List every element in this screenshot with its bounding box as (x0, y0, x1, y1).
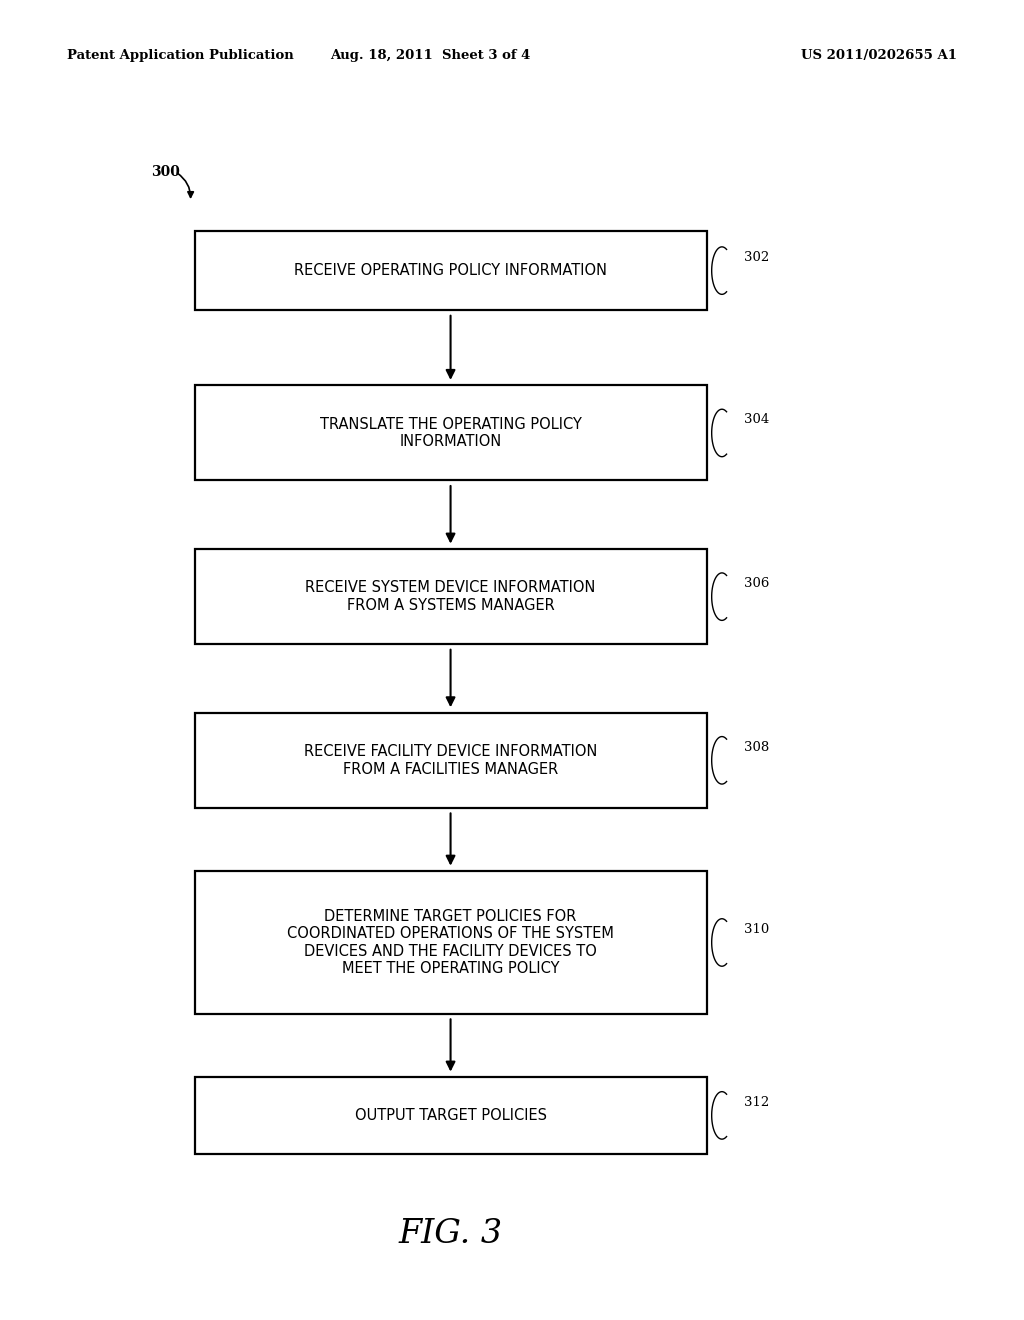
FancyBboxPatch shape (195, 1077, 707, 1154)
Text: 310: 310 (744, 923, 770, 936)
Text: 304: 304 (744, 413, 770, 426)
Text: DETERMINE TARGET POLICIES FOR
COORDINATED OPERATIONS OF THE SYSTEM
DEVICES AND T: DETERMINE TARGET POLICIES FOR COORDINATE… (287, 909, 614, 975)
Text: RECEIVE SYSTEM DEVICE INFORMATION
FROM A SYSTEMS MANAGER: RECEIVE SYSTEM DEVICE INFORMATION FROM A… (305, 581, 596, 612)
Text: US 2011/0202655 A1: US 2011/0202655 A1 (802, 49, 957, 62)
Text: FIG. 3: FIG. 3 (398, 1218, 503, 1250)
FancyBboxPatch shape (195, 871, 707, 1014)
FancyBboxPatch shape (195, 385, 707, 480)
Text: 302: 302 (744, 251, 770, 264)
Text: 308: 308 (744, 741, 770, 754)
FancyBboxPatch shape (195, 231, 707, 310)
Text: TRANSLATE THE OPERATING POLICY
INFORMATION: TRANSLATE THE OPERATING POLICY INFORMATI… (319, 417, 582, 449)
Text: Patent Application Publication: Patent Application Publication (67, 49, 293, 62)
Text: 300: 300 (152, 165, 180, 178)
Text: OUTPUT TARGET POLICIES: OUTPUT TARGET POLICIES (354, 1107, 547, 1123)
FancyBboxPatch shape (195, 549, 707, 644)
Text: Aug. 18, 2011  Sheet 3 of 4: Aug. 18, 2011 Sheet 3 of 4 (330, 49, 530, 62)
Text: RECEIVE OPERATING POLICY INFORMATION: RECEIVE OPERATING POLICY INFORMATION (294, 263, 607, 279)
Text: 312: 312 (744, 1096, 770, 1109)
Text: 306: 306 (744, 577, 770, 590)
FancyBboxPatch shape (195, 713, 707, 808)
Text: RECEIVE FACILITY DEVICE INFORMATION
FROM A FACILITIES MANAGER: RECEIVE FACILITY DEVICE INFORMATION FROM… (304, 744, 597, 776)
